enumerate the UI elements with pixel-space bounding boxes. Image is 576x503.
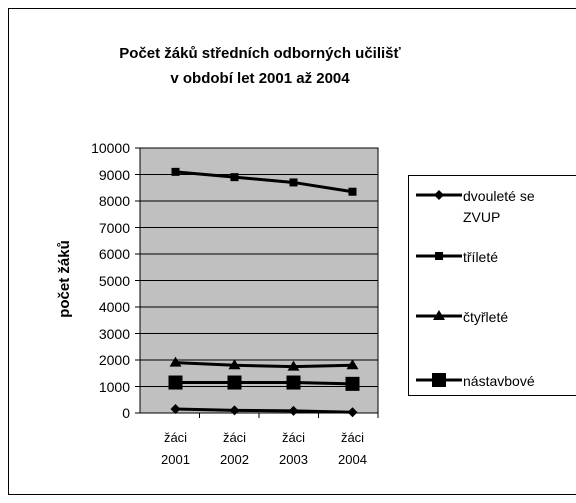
- y-tick-label: 10000: [91, 140, 130, 156]
- y-tick-label: 1000: [98, 378, 130, 395]
- chart-title: Počet žáků středních odborných učilišť: [119, 45, 401, 62]
- y-tick-label: 2000: [98, 352, 130, 368]
- marker: [435, 252, 443, 260]
- y-tick-label: 3000: [98, 325, 130, 342]
- series-line: [175, 381, 353, 386]
- series-line: [175, 361, 353, 369]
- marker: [289, 178, 298, 187]
- y-tick-label: 9000: [98, 166, 130, 183]
- series-line: [175, 407, 353, 414]
- marker: [227, 375, 242, 390]
- marker: [170, 404, 181, 415]
- marker: [347, 407, 358, 418]
- marker: [287, 360, 300, 371]
- x-tick-label: žáci 2003: [279, 430, 308, 467]
- y-tick-label: 6000: [98, 246, 130, 262]
- marker: [168, 375, 183, 390]
- x-tick-label: žáci 2004: [338, 430, 367, 467]
- y-tick-label: 0: [122, 405, 130, 421]
- marker: [228, 359, 241, 370]
- marker: [434, 190, 444, 200]
- legend-box: [408, 175, 576, 396]
- legend-label: tříleté: [463, 249, 499, 265]
- legend-label: dvouleté se ZVUP: [463, 188, 535, 225]
- marker: [346, 359, 359, 370]
- x-tick-label: žáci 2002: [220, 430, 249, 467]
- marker: [229, 405, 240, 416]
- marker: [345, 376, 360, 391]
- legend-label: nástavbové: [463, 373, 535, 389]
- marker: [348, 187, 357, 196]
- marker: [432, 373, 446, 387]
- y-tick-label: 4000: [98, 299, 130, 315]
- legend-label: čtyřleté: [463, 309, 509, 325]
- y-tick-label: 5000: [98, 272, 130, 289]
- x-tick-label: žáci 2001: [161, 430, 190, 467]
- marker: [171, 167, 180, 176]
- y-tick-label: 8000: [98, 193, 130, 209]
- chart-title: v období let 2001 až 2004: [170, 70, 350, 87]
- marker: [288, 405, 299, 416]
- marker: [286, 375, 301, 390]
- marker: [169, 356, 182, 367]
- series-line: [175, 170, 353, 194]
- marker: [230, 173, 239, 182]
- marker: [433, 310, 445, 320]
- y-tick-label: 7000: [98, 219, 130, 236]
